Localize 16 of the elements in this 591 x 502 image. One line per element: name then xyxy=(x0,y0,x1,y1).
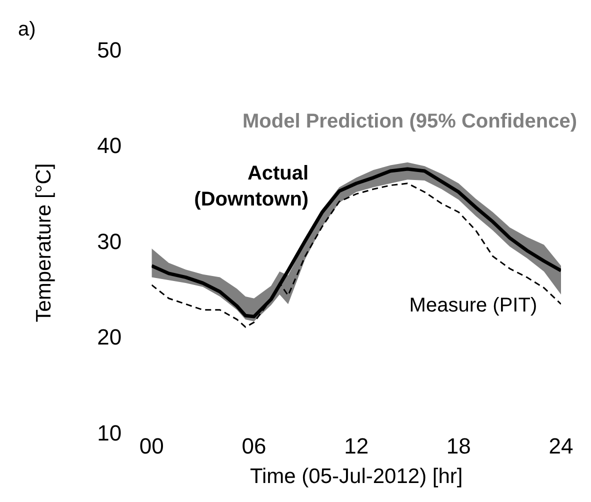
x-tick-label: 00 xyxy=(139,434,164,459)
x-tick-label: 18 xyxy=(446,434,471,459)
y-tick-label: 40 xyxy=(97,133,122,158)
series-label: Actual (Downtown) xyxy=(194,162,309,210)
x-tick-label: 06 xyxy=(242,434,266,459)
x-axis-title: Time (05-Jul-2012) [hr] xyxy=(250,465,463,488)
y-axis-title: Temperature [°C] xyxy=(32,163,56,322)
y-tick-label: 30 xyxy=(97,228,122,254)
legend-label: Model Prediction (95% Confidence) xyxy=(242,110,577,133)
y-tick-label: 20 xyxy=(97,324,122,350)
x-tick-label: 24 xyxy=(548,434,574,459)
x-tick-label: 12 xyxy=(344,434,369,459)
text: a) xyxy=(18,18,36,41)
y-tick-label: 50 xyxy=(97,37,122,62)
y-tick-label: 10 xyxy=(97,420,122,446)
series-label: Measure (PIT) xyxy=(409,294,538,317)
